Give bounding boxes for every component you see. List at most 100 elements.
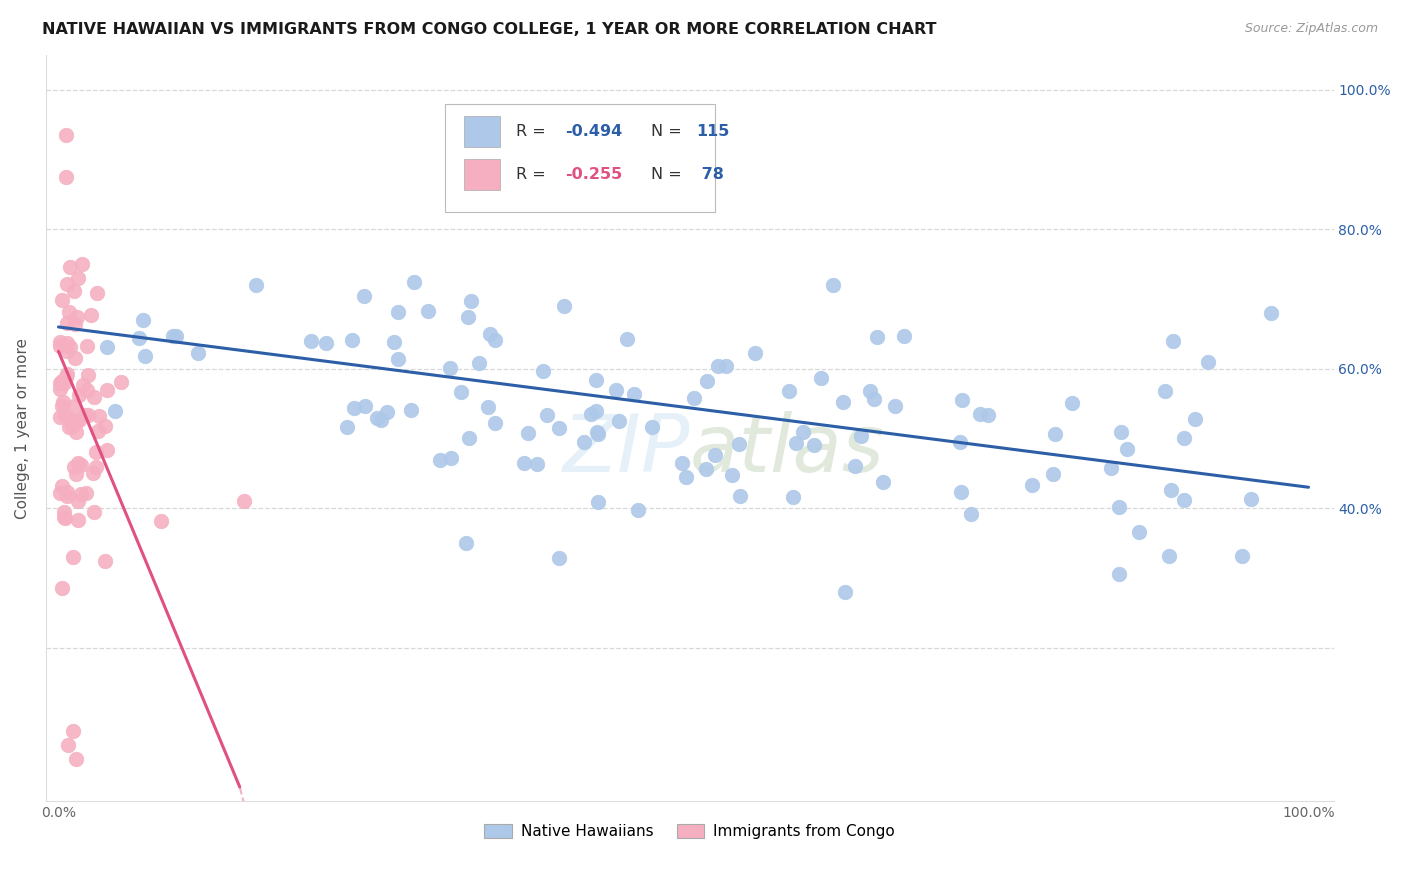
Point — [803, 438, 825, 452]
Point — [458, 431, 481, 445]
Point — [707, 359, 730, 374]
Point — [1240, 491, 1263, 506]
Point — [844, 458, 866, 473]
Point — [94, 419, 117, 434]
Text: N =: N = — [651, 167, 688, 182]
Point — [382, 334, 405, 349]
Point — [55, 370, 77, 384]
Point — [1128, 524, 1150, 539]
Point — [77, 408, 100, 422]
Point — [1184, 411, 1206, 425]
Point — [96, 443, 118, 458]
Point — [187, 346, 209, 360]
Point — [893, 329, 915, 343]
Point — [834, 584, 856, 599]
Point — [354, 399, 377, 413]
Point — [66, 513, 89, 527]
Point — [53, 376, 76, 391]
Point — [51, 479, 73, 493]
Point — [67, 388, 90, 402]
Point — [87, 424, 110, 438]
Point — [402, 275, 425, 289]
Point — [62, 549, 84, 564]
Point — [55, 343, 77, 358]
Point — [516, 426, 538, 441]
Point — [58, 738, 80, 752]
Point — [56, 277, 79, 291]
Point — [58, 260, 80, 275]
Point — [150, 514, 173, 528]
Point — [51, 581, 73, 595]
Point — [96, 340, 118, 354]
Point — [69, 487, 91, 501]
Point — [299, 334, 322, 348]
Point — [75, 486, 97, 500]
Point — [460, 294, 482, 309]
Point — [1043, 427, 1066, 442]
Point — [484, 333, 506, 347]
Point — [370, 413, 392, 427]
Point — [59, 340, 82, 354]
Point — [484, 417, 506, 431]
FancyBboxPatch shape — [464, 159, 501, 190]
Point — [51, 399, 73, 413]
Point — [56, 484, 79, 499]
Text: atlas: atlas — [690, 411, 884, 490]
Point — [872, 475, 894, 490]
Text: 115: 115 — [696, 124, 730, 138]
Point — [728, 489, 751, 503]
Point — [859, 384, 882, 398]
FancyBboxPatch shape — [446, 103, 716, 211]
Text: -0.255: -0.255 — [565, 167, 621, 182]
Point — [1160, 483, 1182, 497]
Point — [439, 361, 461, 376]
Point — [623, 386, 645, 401]
Point — [55, 170, 77, 185]
Point — [62, 724, 84, 739]
Point — [65, 425, 87, 439]
Text: NATIVE HAWAIIAN VS IMMIGRANTS FROM CONGO COLLEGE, 1 YEAR OR MORE CORRELATION CHA: NATIVE HAWAIIAN VS IMMIGRANTS FROM CONGO… — [42, 22, 936, 37]
Point — [56, 368, 79, 382]
Point — [884, 399, 907, 413]
Point — [1062, 396, 1084, 410]
Point — [59, 411, 82, 425]
Point — [87, 409, 110, 423]
Point — [548, 551, 571, 566]
Point — [77, 368, 100, 382]
Point — [586, 425, 609, 439]
Point — [616, 333, 638, 347]
Point — [72, 377, 94, 392]
Point — [65, 752, 87, 766]
Point — [343, 401, 366, 415]
Point — [586, 427, 609, 442]
Point — [778, 384, 800, 398]
Point — [63, 317, 86, 331]
Point — [1042, 467, 1064, 482]
Point — [53, 408, 76, 422]
Point — [586, 494, 609, 508]
Point — [526, 458, 548, 472]
Point — [110, 375, 132, 389]
Point — [52, 510, 75, 524]
Point — [547, 421, 569, 435]
Point — [585, 403, 607, 417]
Point — [531, 364, 554, 378]
Point — [949, 484, 972, 499]
Point — [1197, 354, 1219, 368]
Point — [49, 339, 72, 353]
Point — [1101, 461, 1123, 475]
Point — [232, 494, 254, 508]
Point — [63, 400, 86, 414]
Point — [65, 467, 87, 481]
Point — [1021, 478, 1043, 492]
Point — [86, 286, 108, 301]
Point — [49, 335, 72, 350]
Point — [949, 435, 972, 450]
Point — [823, 278, 845, 293]
Point — [70, 257, 93, 271]
Point — [1154, 384, 1177, 398]
Point — [56, 489, 79, 503]
Point — [52, 395, 75, 409]
Point — [134, 350, 156, 364]
Point — [132, 313, 155, 327]
